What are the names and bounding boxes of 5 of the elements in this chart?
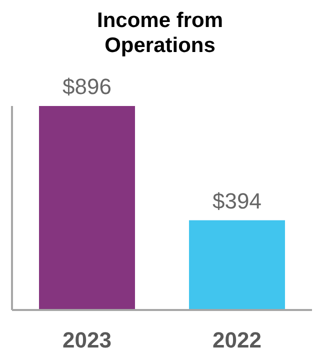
data-label: $896 bbox=[62, 74, 112, 99]
x-tick-label: 2022 bbox=[212, 328, 262, 353]
data-label: $394 bbox=[212, 188, 262, 214]
chart-title: Income from Operations bbox=[96, 8, 224, 58]
x-tick-label: 2023 bbox=[62, 328, 112, 353]
